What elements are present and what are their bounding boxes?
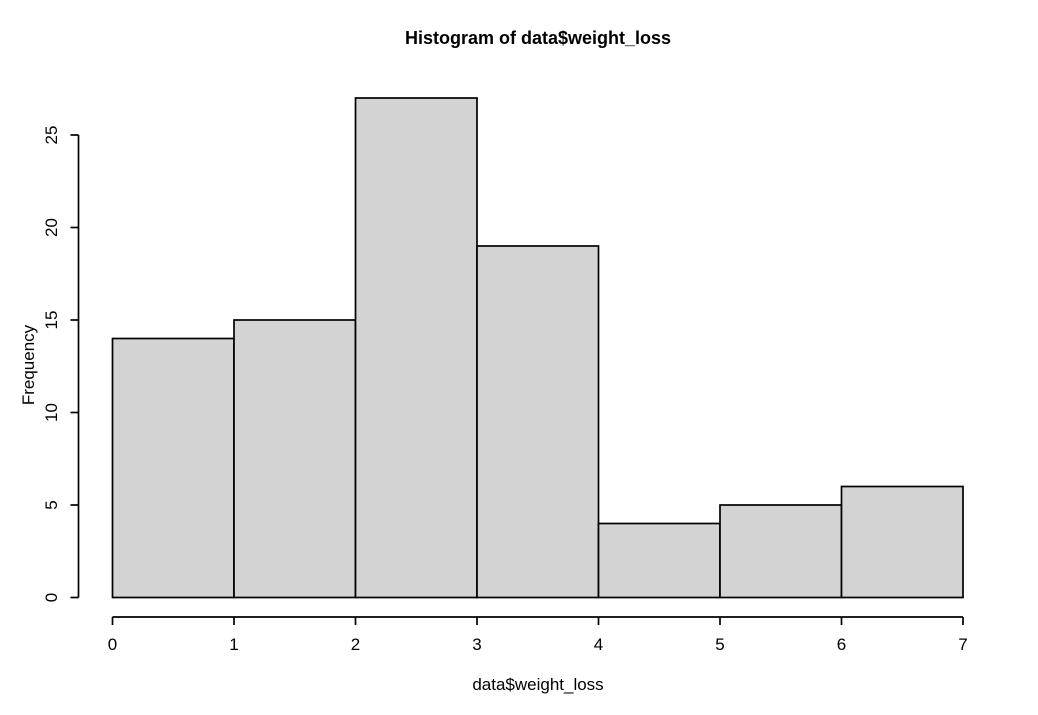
histogram-bar [354, 97, 478, 599]
x-tick-label: 2 [351, 635, 360, 654]
x-tick-label: 6 [837, 635, 846, 654]
histogram-bar [476, 245, 600, 599]
histogram-bar [597, 522, 721, 599]
y-axis: 0 5 10 15 20 25 [42, 126, 80, 602]
x-axis: 0 1 2 3 4 5 6 7 [108, 616, 968, 654]
histogram-bar [840, 485, 964, 599]
histogram-bar [719, 504, 843, 599]
y-tick-label: 5 [42, 500, 61, 509]
chart-title: Histogram of data$weight_loss [405, 28, 671, 48]
y-axis-title: Frequency [19, 324, 38, 405]
histogram-bar [111, 337, 235, 599]
y-tick-label: 25 [42, 126, 61, 145]
histogram-bars [111, 97, 964, 599]
x-tick-label: 7 [958, 635, 967, 654]
x-tick-label: 5 [715, 635, 724, 654]
x-tick-label: 4 [594, 635, 603, 654]
y-tick-label: 15 [42, 311, 61, 330]
x-tick-label: 3 [472, 635, 481, 654]
y-tick-label: 0 [42, 593, 61, 602]
x-tick-label: 1 [229, 635, 238, 654]
x-axis-title: data$weight_loss [472, 675, 603, 694]
y-tick-label: 20 [42, 218, 61, 237]
y-tick-label: 10 [42, 403, 61, 422]
histogram-bar [233, 319, 357, 599]
x-tick-label: 0 [108, 635, 117, 654]
